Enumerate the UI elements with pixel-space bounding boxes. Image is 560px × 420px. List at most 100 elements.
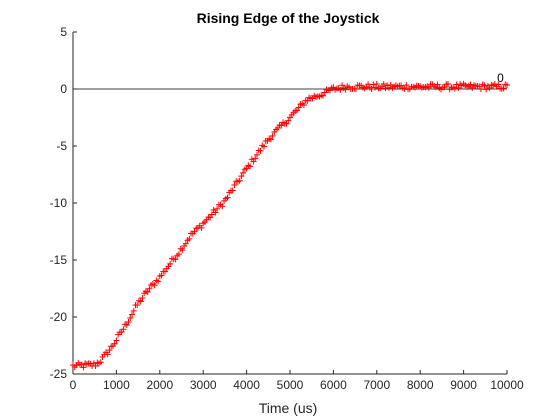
data-point [283,120,290,127]
axes: 0 1000 2000 3000 4000 5000 6000 7000 8000 9000 100… [50,25,524,392]
data-point [137,298,144,305]
data-point [260,143,267,150]
data-point [434,81,441,88]
data-point [214,205,221,212]
data-series: 0 [70,71,510,371]
data-point [425,84,432,91]
data-point [444,81,451,88]
data-point [224,194,231,201]
data-point [500,85,507,92]
data-point [113,337,120,344]
data-point [481,82,488,89]
data-point [455,84,462,91]
data-point [146,285,153,292]
x-tick-label: 9000 [450,378,477,392]
data-point [120,326,127,333]
x-tick-label: 3000 [190,378,217,392]
x-tick-label: 0 [70,378,77,392]
x-axis-title: Time (us) [259,400,318,416]
data-point [372,84,379,91]
data-point [352,85,359,92]
data-point [300,102,307,109]
data-point [144,289,151,296]
data-point [373,80,380,87]
x-tick-label: 1000 [103,378,130,392]
data-point [172,256,179,263]
data-point [198,224,205,231]
data-point [254,151,261,158]
data-point [155,278,162,285]
data-point [240,169,247,176]
data-point [158,272,165,279]
data-point [295,104,302,111]
data-point [504,82,510,89]
data-point [267,136,274,143]
data-point [139,294,146,301]
data-point [106,347,113,354]
data-point [167,260,174,267]
data-point [92,363,99,370]
x-tick-label: 5000 [277,378,304,392]
data-point [134,302,141,309]
data-point [191,228,198,235]
data-point [97,359,104,366]
data-point [125,318,132,325]
data-point [247,163,254,170]
data-point [104,351,111,358]
data-point [368,86,375,93]
x-tick-label: 7000 [363,378,390,392]
data-point [285,117,292,124]
data-point [111,340,118,347]
data-point [238,173,245,180]
x-tick-label: 2000 [146,378,173,392]
data-point [243,165,250,172]
data-point [219,203,226,210]
annotation-label: 0 [497,71,504,85]
data-point [319,92,326,99]
data-point [495,81,502,88]
y-tick-label: -10 [50,196,68,210]
x-tick-label: 10000 [490,378,524,392]
x-tick-label: 6000 [320,378,347,392]
y-tick-label: 5 [60,25,67,39]
data-point [250,158,257,165]
y-tick-label: 0 [60,82,67,96]
y-tick-label: -20 [50,310,68,324]
data-point [269,132,276,139]
data-point [175,251,182,258]
data-point [252,155,259,162]
data-point [401,85,408,92]
data-point [370,81,377,88]
y-tick-label: -5 [56,139,67,153]
data-point [231,182,238,189]
data-point [304,97,311,104]
data-point [441,84,448,91]
x-tick-label: 8000 [407,378,434,392]
data-point [151,282,158,289]
chart-title: Rising Edge of the Joystick [197,10,380,26]
data-point [208,211,215,218]
data-point [486,84,493,91]
y-tick-label: -15 [50,253,68,267]
data-point [130,307,137,314]
data-point [182,240,189,247]
data-point [236,177,243,184]
data-point [483,86,490,93]
data-point [337,86,344,93]
data-point [477,86,484,93]
data-point [229,187,236,194]
data-point [186,235,193,242]
data-point [278,122,285,129]
data-point [179,247,186,254]
data-point [451,85,458,92]
data-point [467,81,474,88]
data-point [127,315,134,322]
data-point [129,311,136,318]
x-tick-label: 4000 [233,378,260,392]
data-point [403,82,410,89]
data-point [212,209,219,216]
y-tick-label: -25 [50,367,68,381]
data-point [387,81,394,88]
data-point [80,364,87,371]
